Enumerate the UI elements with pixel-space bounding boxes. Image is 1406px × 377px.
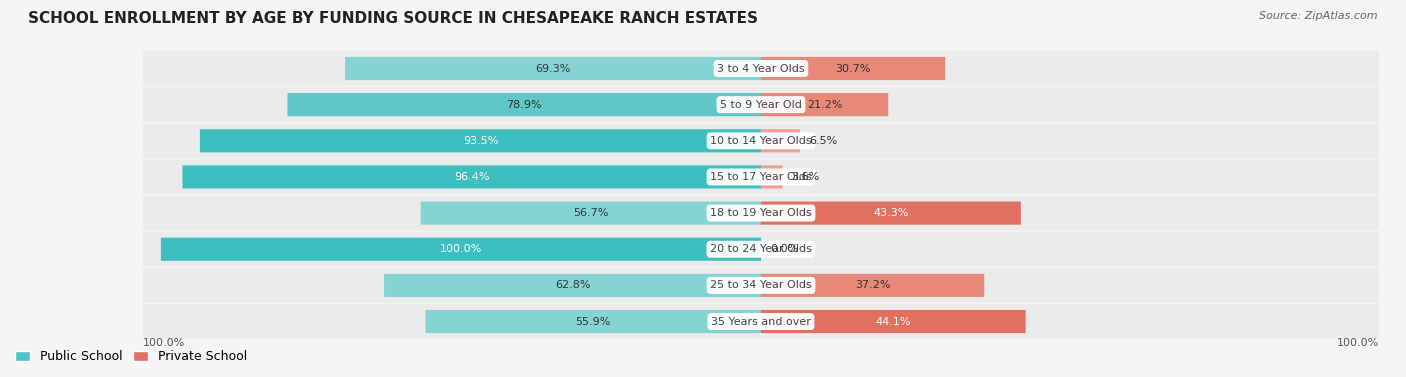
Text: 3 to 4 Year Olds: 3 to 4 Year Olds [717,63,804,74]
Text: 25 to 34 Year Olds: 25 to 34 Year Olds [710,280,811,290]
Text: 56.7%: 56.7% [574,208,609,218]
Text: 96.4%: 96.4% [454,172,489,182]
Text: 43.3%: 43.3% [873,208,908,218]
Text: 3.6%: 3.6% [792,172,820,182]
Text: 6.5%: 6.5% [808,136,837,146]
FancyBboxPatch shape [761,129,800,152]
Text: 69.3%: 69.3% [536,63,571,74]
Text: 0.0%: 0.0% [770,244,799,254]
Text: 78.9%: 78.9% [506,100,543,110]
Text: 100.0%: 100.0% [1337,338,1379,348]
Text: SCHOOL ENROLLMENT BY AGE BY FUNDING SOURCE IN CHESAPEAKE RANCH ESTATES: SCHOOL ENROLLMENT BY AGE BY FUNDING SOUR… [28,11,758,26]
Text: 5 to 9 Year Old: 5 to 9 Year Old [720,100,801,110]
Text: 35 Years and over: 35 Years and over [711,317,811,326]
FancyBboxPatch shape [420,202,761,225]
FancyBboxPatch shape [761,93,889,116]
Text: 100.0%: 100.0% [143,338,186,348]
FancyBboxPatch shape [143,87,1379,122]
Text: 62.8%: 62.8% [555,280,591,290]
FancyBboxPatch shape [183,166,761,188]
FancyBboxPatch shape [384,274,761,297]
FancyBboxPatch shape [143,304,1379,339]
FancyBboxPatch shape [143,159,1379,194]
Text: 18 to 19 Year Olds: 18 to 19 Year Olds [710,208,811,218]
Text: Source: ZipAtlas.com: Source: ZipAtlas.com [1260,11,1378,21]
Text: 20 to 24 Year Olds: 20 to 24 Year Olds [710,244,811,254]
Text: 10 to 14 Year Olds: 10 to 14 Year Olds [710,136,811,146]
FancyBboxPatch shape [344,57,761,80]
FancyBboxPatch shape [143,123,1379,158]
FancyBboxPatch shape [287,93,761,116]
FancyBboxPatch shape [761,57,945,80]
FancyBboxPatch shape [143,268,1379,303]
FancyBboxPatch shape [160,238,761,261]
Text: 44.1%: 44.1% [876,317,911,326]
FancyBboxPatch shape [761,166,783,188]
FancyBboxPatch shape [200,129,761,152]
Text: 30.7%: 30.7% [835,63,870,74]
FancyBboxPatch shape [761,274,984,297]
FancyBboxPatch shape [761,202,1021,225]
FancyBboxPatch shape [143,51,1379,86]
Text: 37.2%: 37.2% [855,280,890,290]
FancyBboxPatch shape [143,232,1379,267]
FancyBboxPatch shape [761,310,1025,333]
Legend: Public School, Private School: Public School, Private School [15,350,247,363]
Text: 15 to 17 Year Olds: 15 to 17 Year Olds [710,172,811,182]
Text: 100.0%: 100.0% [440,244,482,254]
FancyBboxPatch shape [143,196,1379,230]
Text: 93.5%: 93.5% [463,136,498,146]
FancyBboxPatch shape [426,310,761,333]
Text: 55.9%: 55.9% [575,317,612,326]
Text: 21.2%: 21.2% [807,100,842,110]
